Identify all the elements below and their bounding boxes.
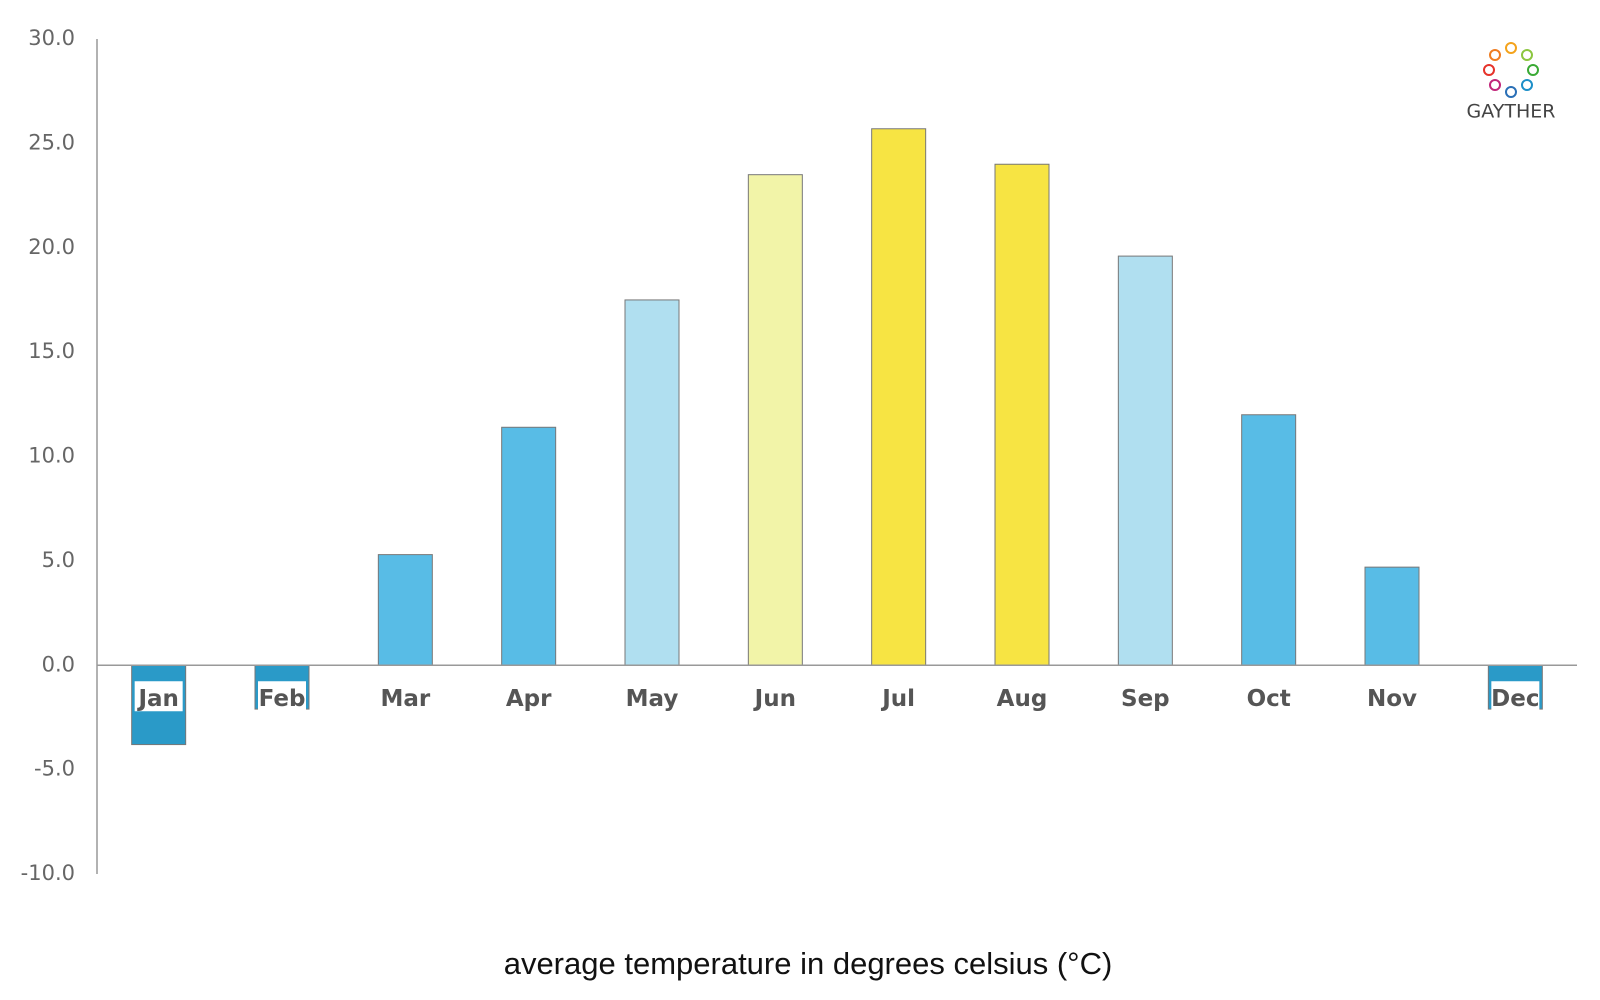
bar bbox=[994, 163, 1050, 666]
label-backdrop bbox=[134, 681, 183, 712]
x-tick-label: Jul bbox=[880, 686, 915, 712]
x-tick-label: Feb bbox=[259, 686, 306, 712]
y-tick-label: 5.0 bbox=[42, 548, 75, 572]
y-tick-label: 0.0 bbox=[42, 652, 75, 676]
x-tick-label: Dec bbox=[1491, 686, 1539, 712]
x-tick-label: Jun bbox=[753, 686, 796, 712]
label-backdrop bbox=[258, 681, 306, 712]
x-tick-label: Oct bbox=[1247, 686, 1291, 712]
bar bbox=[624, 299, 680, 666]
label-backdrop bbox=[1491, 681, 1540, 712]
x-tick-label: Jan bbox=[136, 686, 178, 712]
y-tick-label: -10.0 bbox=[21, 861, 75, 885]
y-tick-label: -5.0 bbox=[34, 757, 75, 781]
x-tick-label: Aug bbox=[997, 686, 1048, 712]
bar bbox=[1241, 414, 1297, 666]
logo bbox=[1483, 42, 1539, 98]
bar bbox=[1364, 566, 1420, 666]
x-tick-label: Nov bbox=[1367, 686, 1417, 712]
y-tick-label: 25.0 bbox=[28, 130, 75, 154]
x-axis-title: average temperature in degrees celsius (… bbox=[504, 946, 1113, 981]
x-tick-label: May bbox=[626, 686, 679, 712]
y-tick-label: 20.0 bbox=[28, 235, 75, 259]
y-tick-label: 15.0 bbox=[28, 339, 75, 363]
bar bbox=[747, 174, 803, 666]
x-tick-label: Apr bbox=[506, 686, 552, 712]
bar bbox=[871, 128, 927, 666]
brand: GAYTHER bbox=[1467, 101, 1556, 123]
y-tick-label: 10.0 bbox=[28, 444, 75, 468]
bar bbox=[1117, 255, 1173, 666]
bar bbox=[501, 426, 557, 666]
y-tick-label: 30.0 bbox=[28, 26, 75, 50]
x-tick-label: Mar bbox=[380, 686, 430, 712]
bar bbox=[377, 554, 433, 666]
x-tick-label: Sep bbox=[1121, 686, 1170, 712]
